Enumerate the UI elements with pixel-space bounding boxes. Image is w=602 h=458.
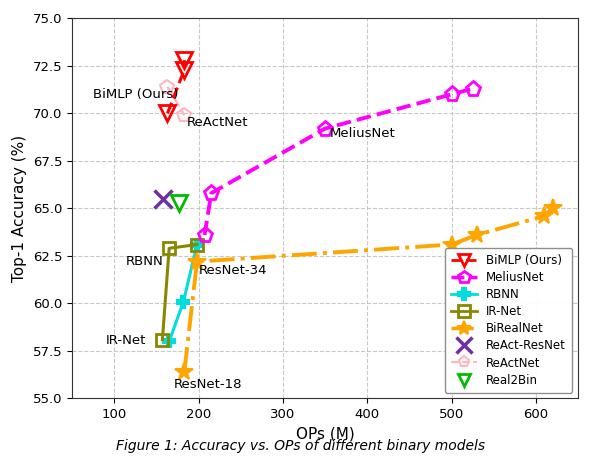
Text: RBNN: RBNN	[125, 256, 163, 268]
Text: Figure 1: Accuracy vs. OPs of different binary models: Figure 1: Accuracy vs. OPs of different …	[116, 439, 486, 453]
X-axis label: OPs (M): OPs (M)	[296, 427, 355, 442]
Text: BiMLP (Ours): BiMLP (Ours)	[93, 88, 179, 101]
Text: ResNet-18: ResNet-18	[173, 378, 242, 391]
Text: ResNet-34: ResNet-34	[199, 264, 267, 277]
Text: IR-Net: IR-Net	[106, 334, 146, 347]
Text: ReActNet: ReActNet	[187, 116, 249, 129]
Y-axis label: Top-1 Accuracy (%): Top-1 Accuracy (%)	[12, 135, 27, 282]
Legend: BiMLP (Ours), MeliusNet, RBNN, IR-Net, BiRealNet, ReAct-ResNet, ReActNet, Real2B: BiMLP (Ours), MeliusNet, RBNN, IR-Net, B…	[445, 248, 572, 393]
Text: MeliusNet: MeliusNet	[330, 127, 396, 140]
